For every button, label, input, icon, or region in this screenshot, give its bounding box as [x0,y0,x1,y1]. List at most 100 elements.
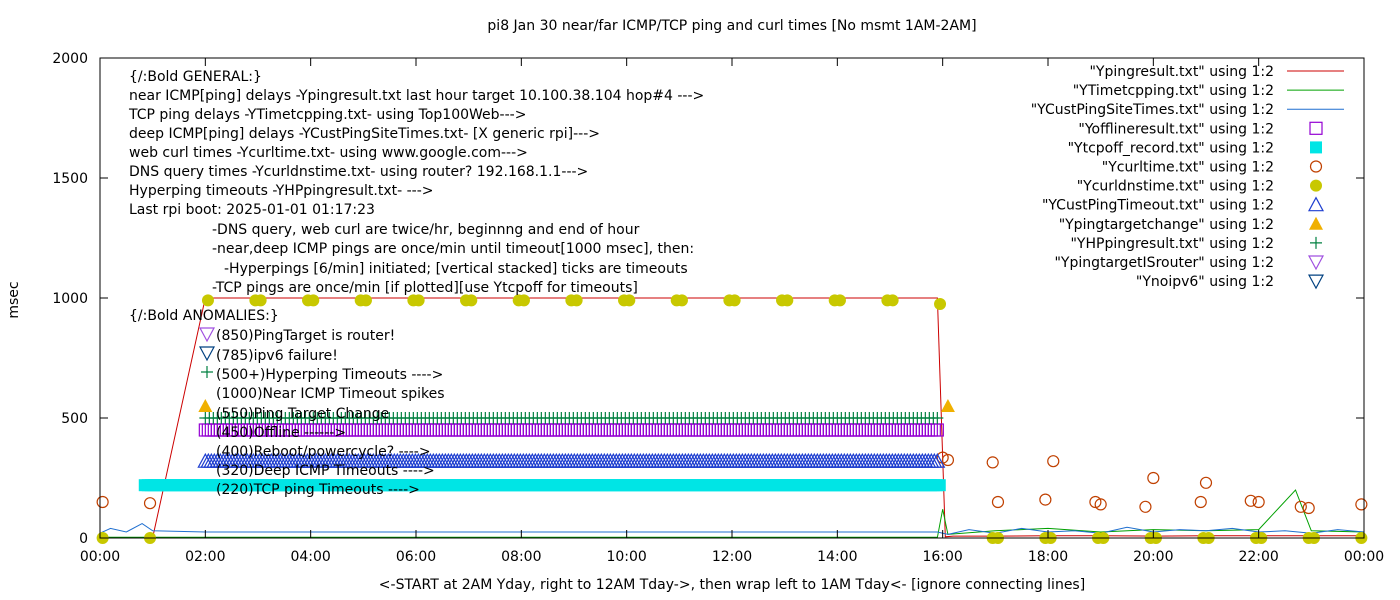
series-1 [100,489,1365,538]
x-tick-label: 04:00 [290,549,330,565]
x-tick-label: 18:00 [1028,549,1068,565]
annotation-line: (550)Ping Target Change [216,406,389,422]
data-point [991,495,1005,509]
series-line [100,489,1365,538]
annotation-line: (450)Offline ------> [216,425,346,441]
data-point [517,294,530,307]
data-point [1039,493,1052,506]
x-tick-label: 00:00 [80,549,120,565]
data-point [934,298,947,310]
series-line [99,523,1365,535]
data-point [986,456,999,469]
data-point [941,453,955,467]
legend-entry: "YCustPingTimeout.txt" using 1:2 [1042,196,1325,214]
y-tick-label: 0 [79,531,88,547]
annotation-line: (850)PingTarget is router! [216,328,395,344]
chart-title: pi8 Jan 30 near/far ICMP/TCP ping and cu… [487,18,976,34]
legend-label: "Yofflineresult.txt" using 1:2 [1078,121,1274,137]
data-point [359,294,372,307]
legend-label: "YTimetcpping.txt" using 1:2 [1073,83,1274,99]
y-tick-label: 500 [61,411,88,427]
legend-entry: "YpingtargetISrouter" using 1:2 [1054,255,1325,271]
legend-entry: "Ycurltime.txt" using 1:2 [1102,160,1323,176]
annotation-line: (220)TCP ping Timeouts ----> [216,482,420,498]
legend-entry: "Ycurldnstime.txt" using 1:2 [1077,179,1322,195]
series-5 [96,451,1368,515]
x-axis-label: <-START at 2AM Yday, right to 12AM Tday-… [379,577,1085,593]
annotation-line: (1000)Near ICMP Timeout spikes [216,386,445,402]
data-point [886,294,899,307]
data-point [96,495,109,509]
plot-data [96,294,1368,544]
data-point [931,412,944,424]
data-point [1047,455,1060,468]
data-point [1147,471,1160,485]
annotation-line: (320)Deep ICMP Timeouts ----> [216,463,435,479]
data-point [929,452,946,468]
legend-entry: "Ypingtargetchange" using 1:2 [1059,216,1323,233]
legend-swatch [1310,179,1322,192]
annotation-line: near ICMP[ping] delays -Ypingresult.txt … [129,88,704,104]
legend-entry: "YCustPingSiteTimes.txt" using 1:2 [1031,102,1344,118]
annotation-line: (500+)Hyperping Timeouts ----> [216,367,443,383]
data-point [1139,500,1152,513]
legend-entry: "YHPpingresult.txt" using 1:2 [1070,236,1322,252]
legend-entry: "Ytcpoff_record.txt" using 1:2 [1068,140,1322,156]
y-tick-label: 1000 [52,291,88,307]
data-point [1089,495,1102,509]
data-point [833,294,846,307]
legend-label: "YpingtargetISrouter" using 1:2 [1054,255,1274,271]
data-point [940,399,955,412]
x-tick-label: 20:00 [1133,549,1173,565]
legend: "Ypingresult.txt" using 1:2 "YTimetcpping… [1031,64,1344,290]
data-point [1355,498,1368,511]
x-tick-label: 12:00 [712,549,752,565]
x-tick-label: 02:00 [185,549,225,565]
data-point [675,294,688,307]
data-point [1244,494,1257,507]
data-point [1252,495,1265,509]
data-point [623,294,636,307]
data-point [198,399,213,412]
legend-label: "Ynoipv6" using 1:2 [1136,274,1274,290]
annotation-line: (785)ipv6 failure! [216,348,338,364]
data-point [781,294,794,307]
legend-label: "Ycurltime.txt" using 1:2 [1102,160,1274,176]
x-tick-label: 16:00 [922,549,962,565]
annotation-line: Last rpi boot: 2025-01-01 01:17:23 [129,202,375,218]
data-point [728,294,741,307]
router-target-icon [198,327,216,343]
legend-label: "Ypingtargetchange" using 1:2 [1059,217,1274,233]
legend-swatch [1310,141,1322,154]
data-point [307,294,320,307]
hyperping-timeout-icon [201,366,213,378]
annotation-line: Hyperping timeouts -YHPpingresult.txt- -… [129,183,434,199]
y-axis-label: msec [6,281,22,318]
annotation-line: DNS query times -Ycurldnstime.txt- using… [129,164,588,180]
legend-label: "Ypingresult.txt" using 1:2 [1089,64,1274,80]
annotation-line: {/:Bold GENERAL:} [129,69,262,85]
legend-entry: "YTimetcpping.txt" using 1:2 [1073,83,1344,99]
legend-label: "Ycurldnstime.txt" using 1:2 [1077,179,1274,195]
data-point [412,294,425,307]
data-point [143,497,157,510]
legend-swatch [1309,216,1323,230]
data-point [201,294,214,307]
data-point [254,294,267,307]
data-point [465,294,478,307]
series-8 [198,399,955,412]
legend-swatch [1307,196,1325,212]
x-tick-label: 08:00 [501,549,541,565]
annotation-line: -near,deep ICMP pings are once/min until… [212,241,694,257]
annotation-line: TCP ping delays -YTimetcpping.txt- using… [128,107,526,123]
series-6 [96,294,1368,544]
axis-ticks: 00:00 02:00 04:00 06:00 08:00 10:00 12:00 14:00… [52,51,1384,565]
legend-label: "YCustPingSiteTimes.txt" using 1:2 [1031,102,1274,118]
annotation-line: {/:Bold ANOMALIES:} [129,308,279,324]
y-tick-label: 1500 [52,171,88,187]
annotation-line: deep ICMP[ping] delays -YCustPingSiteTim… [129,126,600,142]
legend-label: "YHPpingresult.txt" using 1:2 [1070,236,1274,252]
legend-swatch [1309,121,1323,135]
legend-entry: "Ynoipv6" using 1:2 [1136,274,1325,290]
